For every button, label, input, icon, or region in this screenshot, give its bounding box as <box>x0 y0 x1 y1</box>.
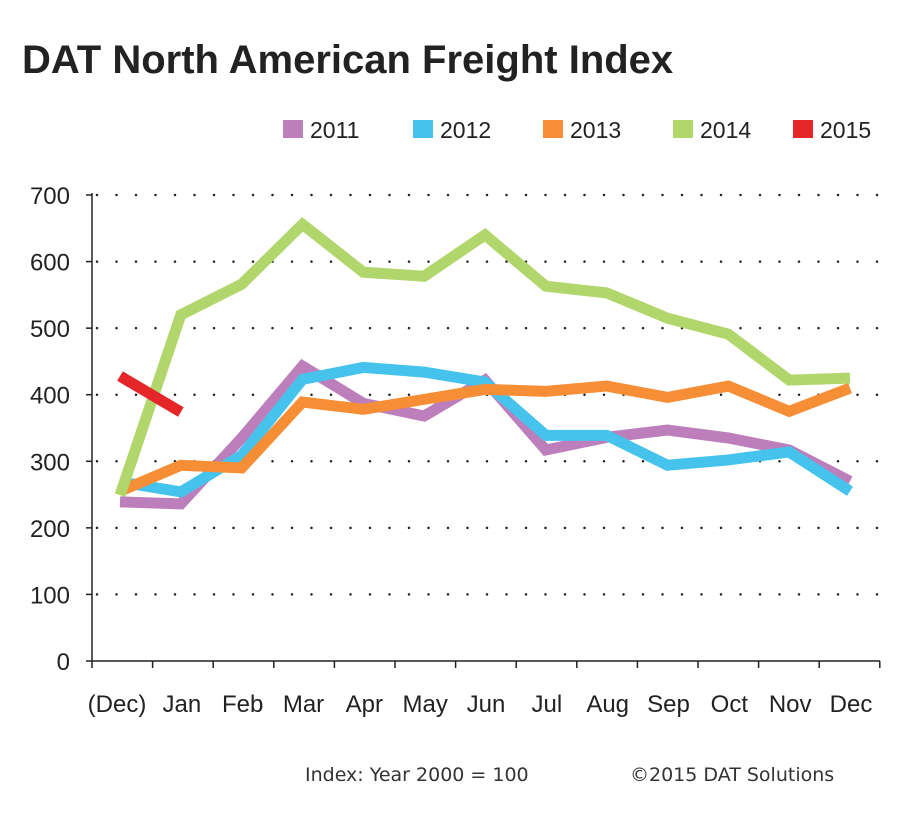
series-line-2015 <box>117 371 184 417</box>
y-tick-label: 700 <box>30 183 70 210</box>
copyright: ©2015 DAT Solutions <box>630 764 834 786</box>
x-tick-label: Sep <box>647 691 690 718</box>
legend-swatch-2014 <box>673 120 693 138</box>
legend-swatch-2015 <box>793 120 813 138</box>
y-tick-label: 100 <box>30 582 70 609</box>
y-tick-label: 300 <box>30 449 70 476</box>
x-tick-label: Mar <box>283 691 324 718</box>
chart-title: DAT North American Freight Index <box>22 38 673 82</box>
x-tick-label: Aug <box>586 691 629 718</box>
x-tick-label: May <box>402 691 447 718</box>
y-tick-label: 600 <box>30 250 70 277</box>
x-tick-label: Oct <box>711 691 749 718</box>
x-tick-label: Nov <box>769 691 812 718</box>
series-lines <box>114 216 853 510</box>
legend-label-2011: 2011 <box>310 117 359 143</box>
y-tick-label: 400 <box>30 383 70 410</box>
legend-label-2015: 2015 <box>820 117 871 143</box>
legend-swatch-2011 <box>283 120 303 138</box>
legend-swatch-2013 <box>543 120 563 138</box>
y-tick-label: 500 <box>30 316 70 343</box>
x-tick-label: Jun <box>467 691 506 718</box>
legend-swatch-2012 <box>413 120 433 138</box>
x-tick-label: Dec <box>830 691 873 718</box>
x-tick-label: Apr <box>346 691 383 718</box>
legend-label-2012: 2012 <box>440 117 491 143</box>
series-line-2013 <box>117 380 852 497</box>
x-tick-label: Feb <box>222 691 263 718</box>
legend: 2011 2012 2013 2014 2015 <box>283 117 871 143</box>
series-line-2012 <box>119 361 853 498</box>
x-tick-label: Jul <box>531 691 562 718</box>
x-tick-label: (Dec) <box>88 691 147 718</box>
x-tick-label: Jan <box>162 691 201 718</box>
legend-label-2014: 2014 <box>700 117 751 143</box>
footnote: Index: Year 2000 = 100 <box>305 764 529 786</box>
y-tick-label: 200 <box>30 516 70 543</box>
axes: 0 100 200 300 400 500 600 700 (Dec) Jan Feb Mar Apr M… <box>30 183 881 718</box>
series-line-2014 <box>114 216 851 497</box>
y-tick-label: 0 <box>57 649 70 676</box>
legend-label-2013: 2013 <box>570 117 621 143</box>
